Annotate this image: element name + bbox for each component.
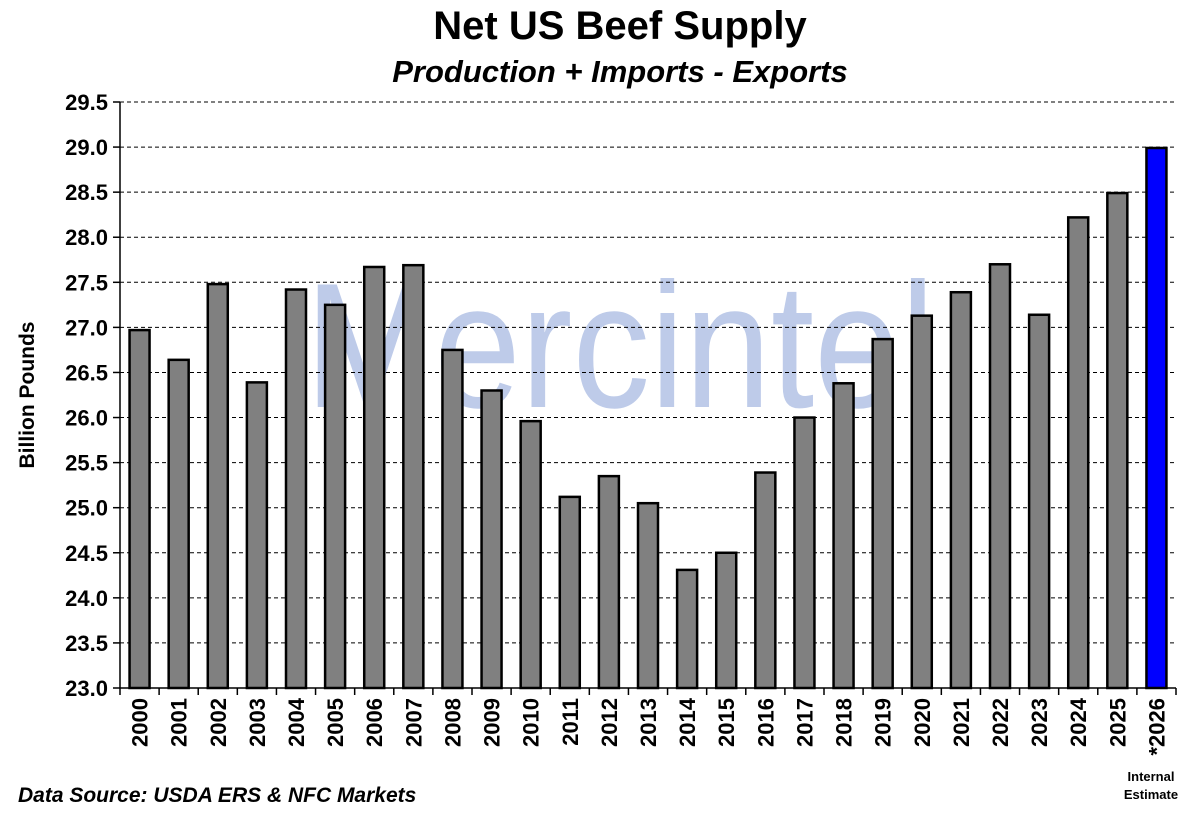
bar-2017 — [793, 416, 816, 690]
bar-2010 — [519, 419, 542, 690]
y-tick-label: 25.0 — [65, 496, 108, 521]
x-tick-label: 2008 — [440, 698, 465, 747]
x-tick-label: 2003 — [245, 698, 270, 747]
y-tick-label: 25.5 — [65, 451, 108, 476]
y-tick-label: 23.5 — [65, 631, 108, 656]
x-tick-label: 2020 — [910, 698, 935, 747]
bar-2014 — [675, 568, 699, 690]
y-tick-label: 24.5 — [65, 541, 108, 566]
x-tick-label: 2013 — [636, 698, 661, 747]
y-tick-label: 28.5 — [65, 180, 108, 205]
estimate-note-line2: Estimate — [1123, 787, 1179, 802]
y-tick-label: 26.5 — [65, 360, 108, 385]
x-tick-label: *2026 — [1144, 698, 1169, 756]
x-tick-label: 2017 — [792, 698, 817, 747]
y-tick-label: 27.5 — [65, 270, 108, 295]
x-tick-label: 2009 — [480, 698, 505, 747]
x-tick-label: 2015 — [714, 698, 739, 747]
bar-2016 — [754, 471, 777, 690]
y-tick-label: 23.0 — [65, 676, 108, 701]
y-tick-label: 24.0 — [65, 586, 108, 611]
bar-2018 — [832, 382, 855, 690]
bar-2019 — [871, 337, 894, 690]
y-tick-label: 29.0 — [65, 135, 108, 160]
x-tick-label: 2004 — [284, 697, 309, 747]
x-tick-label: 2018 — [832, 698, 857, 747]
x-tick-label: 2001 — [167, 698, 192, 747]
bar-2013 — [636, 501, 660, 690]
x-tick-label: 2024 — [1066, 697, 1091, 747]
y-axis-label: Billion Pounds — [16, 322, 39, 469]
y-tick-label: 26.0 — [65, 406, 108, 431]
bar-2021 — [949, 290, 973, 690]
data-source-note: Data Source: USDA ERS & NFC Markets — [18, 784, 417, 807]
x-tick-label: 2006 — [362, 698, 387, 747]
chart-subtitle: Production + Imports - Exports — [392, 54, 848, 89]
y-tick-label: 28.0 — [65, 225, 108, 250]
x-tick-label: 2014 — [675, 697, 700, 747]
bar-2020 — [910, 314, 934, 690]
bar-2022 — [988, 263, 1012, 690]
x-tick-label: 2025 — [1105, 698, 1130, 747]
bar-2024 — [1066, 216, 1090, 690]
x-tick-label: 2010 — [519, 698, 544, 747]
y-tick-label: 27.0 — [65, 315, 108, 340]
bar-2002 — [206, 282, 230, 690]
x-tick-label: 2007 — [401, 698, 426, 747]
x-tick-label: 2012 — [597, 698, 622, 747]
bar-2001 — [167, 358, 190, 690]
x-tick-label: 2016 — [753, 698, 778, 747]
bar-2011 — [558, 495, 582, 690]
chart-title: Net US Beef Supply — [433, 4, 807, 48]
x-tick-label: 2011 — [558, 698, 583, 746]
bar-2005 — [323, 303, 347, 690]
bar-2015 — [714, 551, 738, 690]
bar-2006 — [362, 265, 386, 690]
bar-2008 — [441, 348, 464, 690]
bar-2003 — [245, 381, 269, 690]
bar-2026 — [1145, 146, 1168, 690]
bar-2007 — [402, 263, 425, 690]
x-tick-label: 2023 — [1027, 698, 1052, 747]
bar-2000 — [128, 328, 151, 690]
bar-2025 — [1106, 191, 1129, 690]
bar-2012 — [597, 474, 621, 690]
estimate-note: Internal Estimate — [1112, 768, 1190, 804]
x-tick-label: 2019 — [871, 698, 896, 747]
x-tick-label: 2005 — [323, 698, 348, 747]
bar-2004 — [284, 288, 308, 690]
x-tick-label: 2000 — [128, 698, 153, 747]
axes: 23.0 23.5 24.0 24.5 25.0 25.5 26.0 26.5 27.0 27.5… — [65, 90, 1177, 756]
estimate-note-line1: Internal — [1127, 769, 1175, 784]
bar-2009 — [480, 389, 503, 690]
bar-2023 — [1027, 313, 1051, 690]
x-tick-label: 2021 — [949, 698, 974, 747]
y-tick-label: 29.5 — [65, 90, 108, 115]
x-tick-label: 2002 — [206, 698, 231, 747]
x-tick-label: 2022 — [988, 698, 1013, 747]
